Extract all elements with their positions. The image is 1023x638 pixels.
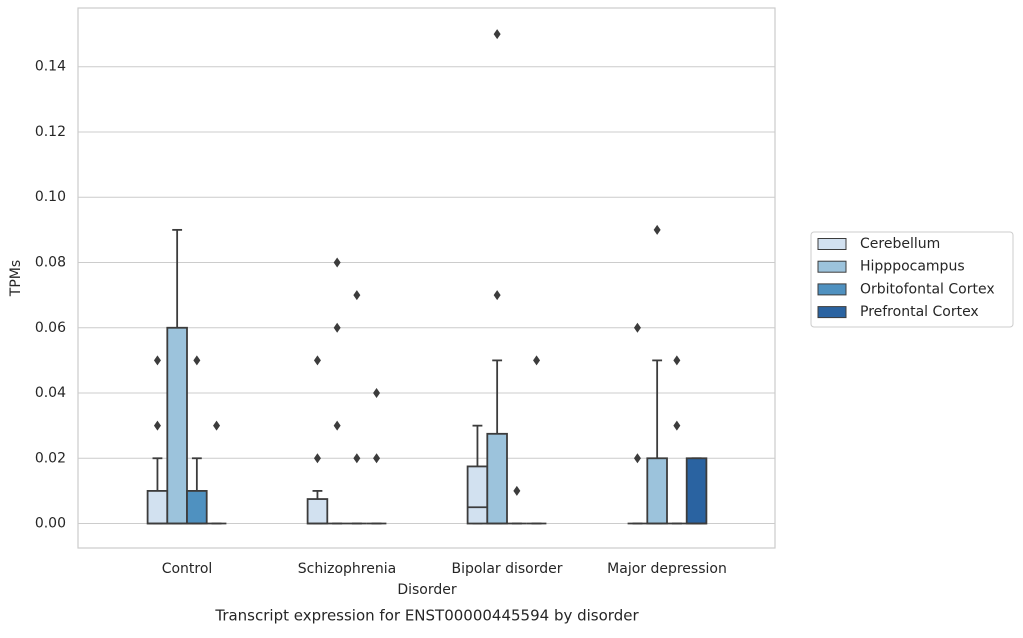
outlier <box>153 355 161 366</box>
box <box>685 457 708 525</box>
y-tick-label: 0.08 <box>35 255 66 271</box>
box <box>646 457 668 525</box>
outlier <box>333 322 341 333</box>
outlier <box>373 388 381 399</box>
y-tick-label: 0.12 <box>35 124 66 140</box>
x-tick-label: Bipolar disorder <box>451 561 562 577</box>
outlier <box>213 420 221 431</box>
outlier <box>493 290 501 301</box>
outlier <box>313 355 321 366</box>
outlier <box>673 420 681 431</box>
y-tick-label: 0.10 <box>35 189 66 205</box>
legend-swatch <box>817 238 847 250</box>
legend-label: Hipppocampus <box>860 259 965 275</box>
y-tick-label: 0.14 <box>35 59 66 75</box>
y-tick-label: 0.02 <box>35 450 66 466</box>
plot-frame <box>77 7 776 549</box>
legend-label: Prefrontal Cortex <box>860 304 979 320</box>
y-axis-label: TPMs <box>8 260 24 297</box>
outlier <box>353 290 361 301</box>
outlier <box>653 224 661 235</box>
legend-label: Cerebellum <box>860 236 940 252</box>
outlier <box>313 453 321 464</box>
outlier <box>533 355 541 366</box>
y-tick-label: 0.04 <box>35 385 66 401</box>
outlier <box>373 453 381 464</box>
outlier <box>493 29 501 40</box>
box <box>146 490 169 525</box>
y-tick-label: 0.00 <box>35 516 66 532</box>
x-axis-label: Disorder <box>397 582 457 598</box>
box <box>166 326 188 525</box>
outlier <box>633 453 641 464</box>
legend-swatch <box>817 283 847 296</box>
outlier <box>193 355 201 366</box>
box <box>186 490 208 525</box>
outlier <box>353 453 361 464</box>
box <box>486 432 508 525</box>
y-tick-label: 0.06 <box>35 320 66 336</box>
outlier <box>633 322 641 333</box>
outlier <box>153 420 161 431</box>
box <box>306 498 329 525</box>
chart-title: Transcript expression for ENST0000044559… <box>214 607 639 625</box>
x-tick-label: Major depression <box>607 561 727 577</box>
legend-label: Orbitofontal Cortex <box>860 281 995 297</box>
x-tick-label: Schizophrenia <box>298 561 396 577</box>
box <box>466 465 489 525</box>
outlier <box>333 257 341 268</box>
legend-swatch <box>817 260 847 273</box>
outlier <box>333 420 341 431</box>
legend-swatch <box>817 306 847 319</box>
x-tick-label: Control <box>162 561 213 577</box>
legend-frame <box>810 231 1014 328</box>
outlier <box>513 485 521 496</box>
outlier <box>673 355 681 366</box>
